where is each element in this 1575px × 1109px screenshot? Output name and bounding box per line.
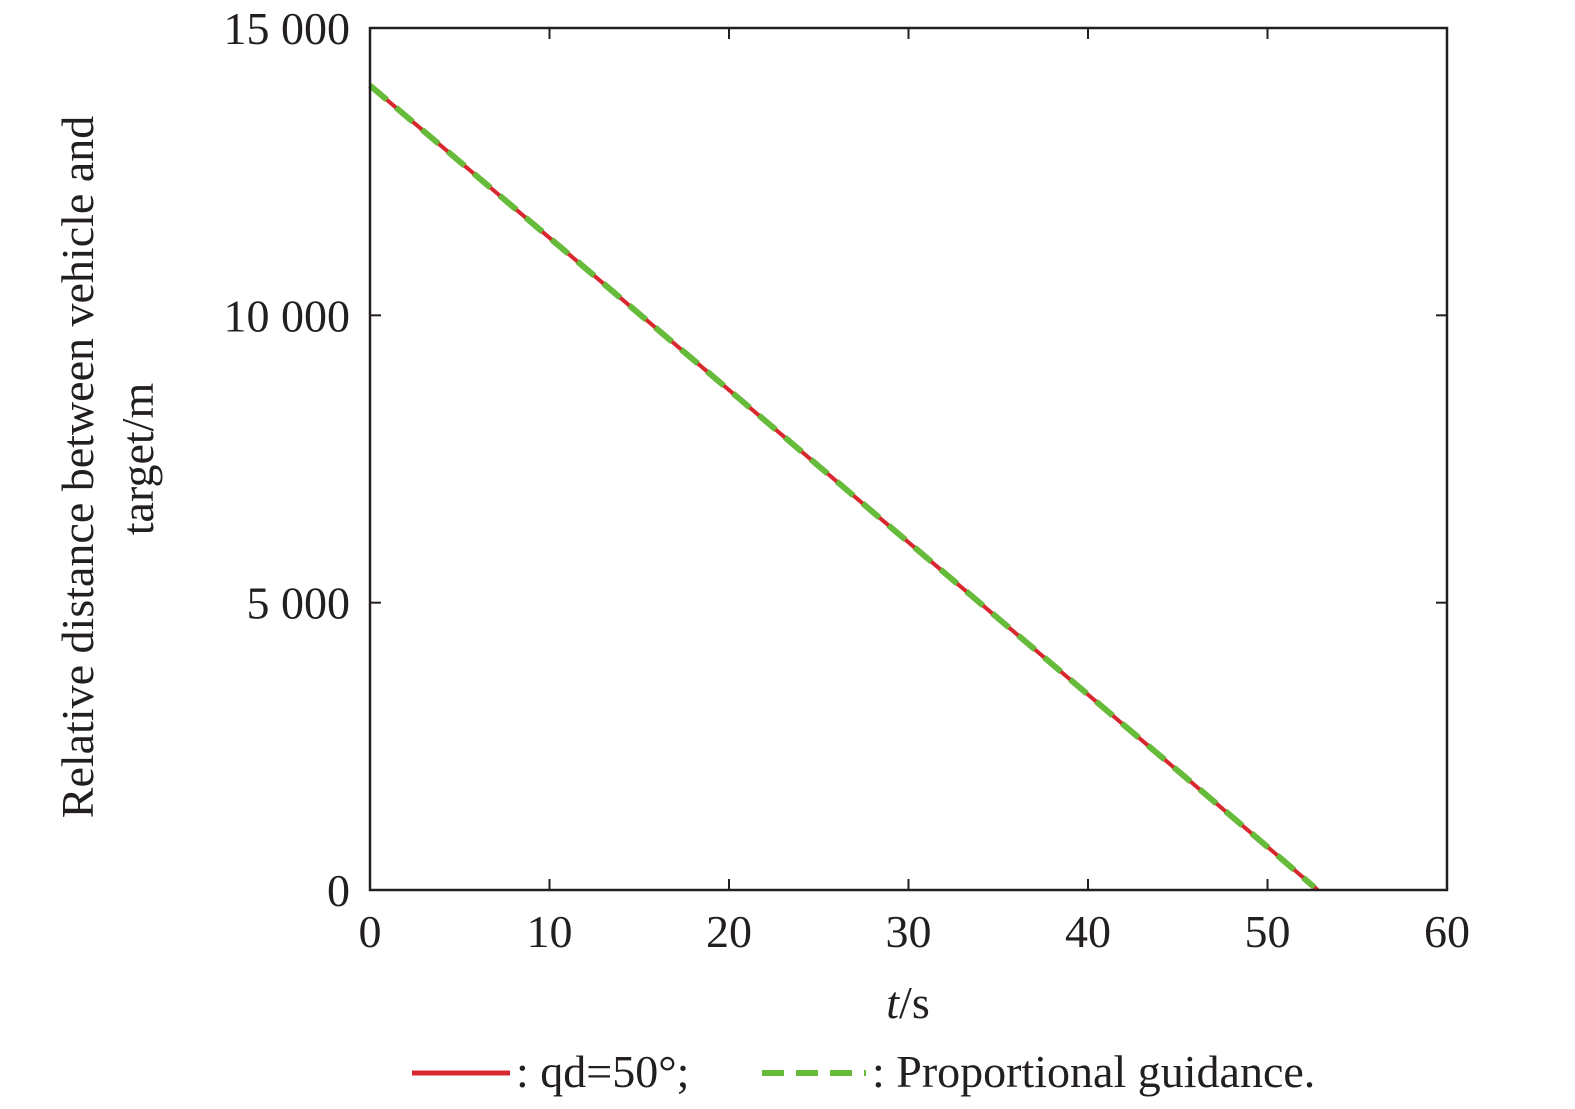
y-axis-label-line-1: Relative distance between vehicle and bbox=[52, 116, 103, 818]
plot-frame bbox=[368, 26, 1449, 892]
tick-layer: 0 10 20 30 40 50 60 0 5 000 10 000 15 000 bbox=[224, 3, 1471, 957]
legend-label-series-2: : Proportional guidance. bbox=[872, 1046, 1315, 1097]
y-axis-label-line-2: target/m bbox=[112, 383, 163, 536]
y-tick-label: 15 000 bbox=[224, 3, 351, 54]
y-tick-label: 5 000 bbox=[247, 578, 351, 629]
series-line-2 bbox=[368, 83, 1317, 890]
x-tick-label: 50 bbox=[1245, 906, 1291, 957]
x-tick-label: 40 bbox=[1065, 906, 1111, 957]
x-tick-label: 10 bbox=[527, 906, 573, 957]
y-tick-label: 10 000 bbox=[224, 290, 351, 341]
series-layer bbox=[368, 83, 1320, 892]
x-tick-label: 60 bbox=[1424, 906, 1470, 957]
x-tick-label: 20 bbox=[706, 906, 752, 957]
legend: : qd=50°; : Proportional guidance. bbox=[412, 1046, 1315, 1097]
y-tick-label: 0 bbox=[327, 865, 350, 916]
x-axis-label: t/s bbox=[886, 977, 929, 1028]
x-tick-label: 0 bbox=[359, 906, 382, 957]
x-tick-label: 30 bbox=[886, 906, 932, 957]
legend-label-series-1: : qd=50°; bbox=[516, 1046, 689, 1097]
